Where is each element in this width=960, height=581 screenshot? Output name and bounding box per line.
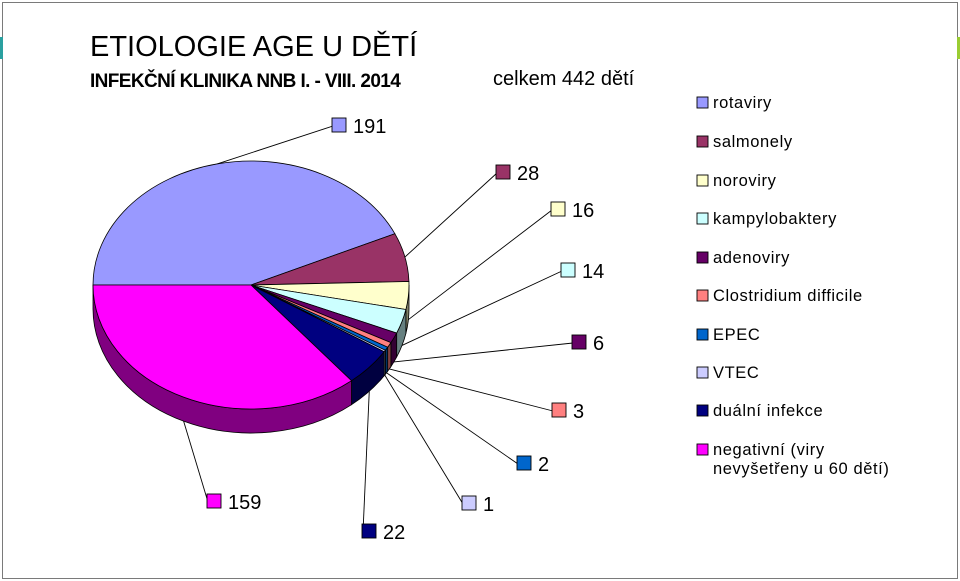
legend-label-noroviry: noroviry [713, 172, 777, 190]
data-label-clostridium-difficile: 3 [573, 401, 584, 423]
label-swatch-vtec [461, 495, 477, 511]
legend-label-clostridium-difficile: Clostridium difficile [713, 287, 863, 305]
chart-subtitle: INFEKČNÍ KLINIKA NNB I. - VIII. 2014 [90, 71, 401, 92]
label-swatch-salmonely [495, 164, 511, 180]
data-label-rotaviry: 191 [353, 116, 386, 138]
legend-swatch-kampylobaktery [696, 212, 709, 225]
legend-swatch-adenoviry [696, 251, 709, 264]
label-swatch-kampylobaktery [560, 262, 576, 278]
data-label-adenoviry: 6 [593, 333, 604, 355]
legend-swatch-clostridium-difficile [696, 289, 709, 302]
leader-line-kampylobaktery [401, 270, 563, 346]
legend-label-negativni-viry-nevysetreny-u-60-deti: negativní (viry nevyšetřeny u 60 dětí) [713, 441, 889, 478]
data-label-vtec: 1 [483, 494, 494, 516]
legend-label-vtec: VTEC [713, 364, 759, 382]
legend-swatch-vtec [696, 366, 709, 379]
slide-edge-accent-left [0, 37, 3, 59]
pie-slice-rotaviry [92, 160, 396, 286]
data-label-kampylobaktery: 14 [582, 261, 604, 283]
legend-swatch-epec [696, 328, 709, 341]
label-swatch-rotaviry [331, 117, 347, 133]
leader-line-clostridium-difficile [389, 368, 554, 412]
data-label-epec: 2 [538, 454, 549, 476]
legend-swatch-rotaviry [696, 96, 709, 109]
legend-label-rotaviry: rotaviry [713, 94, 772, 112]
leader-line-epec [386, 372, 519, 465]
data-label-negativni-viry-nevysetreny-u-60-deti: 159 [228, 492, 261, 514]
legend-swatch-salmonely [696, 135, 709, 148]
pie-slice-negativni-viry-nevysetreny-u-60-deti [92, 284, 353, 410]
leader-line-salmonely [404, 172, 498, 258]
label-swatch-clostridium-difficile [551, 402, 567, 418]
leader-line-adenoviry [393, 342, 574, 363]
data-label-noroviry: 16 [572, 200, 594, 222]
legend-swatch-noroviry [696, 174, 709, 187]
label-swatch-negativni-viry-nevysetreny-u-60-deti [206, 493, 222, 509]
total-count-label: celkem 442 dětí [493, 68, 635, 90]
data-label-dualni-infekce: 22 [383, 522, 405, 544]
legend-label-kampylobaktery: kampylobaktery [713, 210, 837, 228]
chart-title: ETIOLOGIE AGE U DĚTÍ [90, 31, 418, 63]
legend-swatch-dualni-infekce [696, 404, 709, 417]
data-labels: 191 28 16 14 6 3 2 1 22 159 [206, 116, 604, 544]
label-swatch-epec [516, 455, 532, 471]
slide-edge-accent-right [957, 37, 960, 59]
legend-label-epec: EPEC [713, 326, 760, 344]
leader-line-noroviry [408, 209, 553, 320]
legend-swatch-negativni-viry-nevysetreny-u-60-deti [696, 443, 709, 456]
data-label-salmonely: 28 [517, 163, 539, 185]
label-swatch-dualni-infekce [361, 523, 377, 539]
legend-label-dualni-infekce: duální infekce [713, 402, 823, 420]
label-swatch-noroviry [550, 201, 566, 217]
leader-lines [183, 125, 574, 533]
legend: rotaviry salmonely noroviry kampylobaktery a… [696, 94, 889, 478]
leader-line-vtec [384, 374, 464, 505]
label-swatch-adenoviry [571, 334, 587, 350]
leader-line-rotaviry [217, 125, 334, 165]
leader-line-negativni-viry-nevysetreny-u-60-deti [183, 421, 209, 503]
legend-label-salmonely: salmonely [713, 133, 793, 151]
pie-slices [92, 160, 410, 410]
legend-label-adenoviry: adenoviry [713, 249, 790, 267]
leader-line-dualni-infekce [362, 391, 370, 533]
